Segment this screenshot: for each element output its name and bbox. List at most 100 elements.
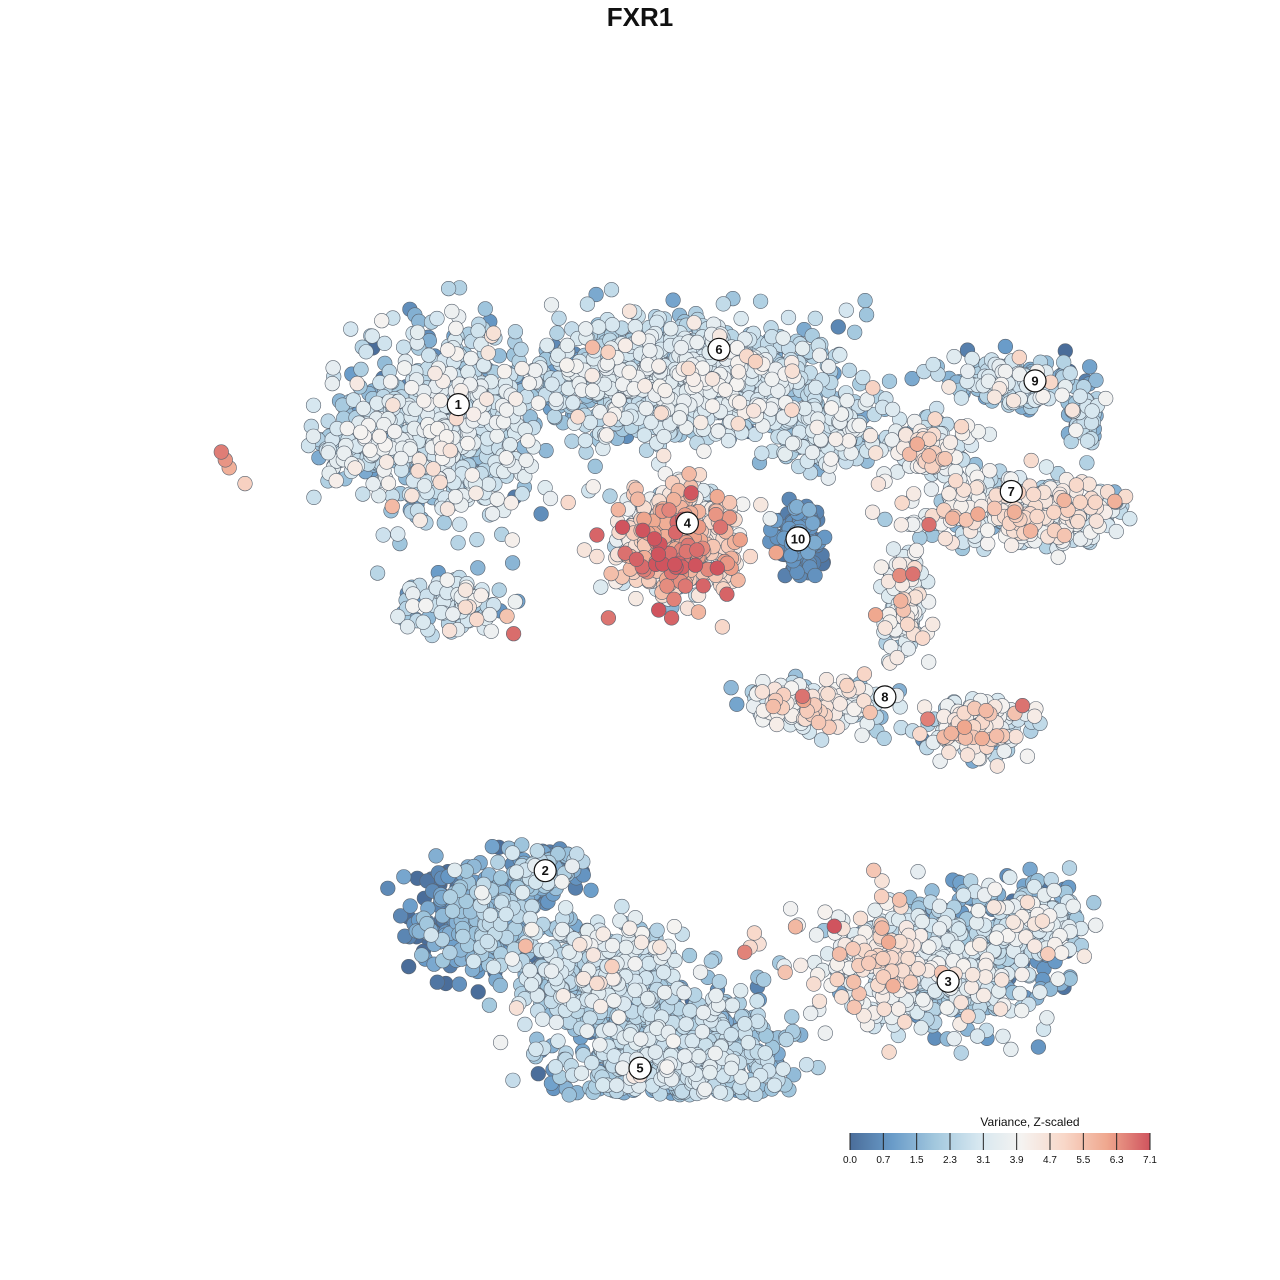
data-point (678, 1016, 694, 1032)
data-point (1122, 511, 1138, 527)
data-point (423, 927, 439, 943)
data-point (602, 488, 618, 504)
data-point (757, 1045, 773, 1061)
data-point (528, 1041, 544, 1057)
data-point (789, 499, 805, 515)
data-point (370, 565, 386, 581)
data-point (969, 1028, 986, 1044)
data-point (798, 1057, 815, 1073)
data-point (595, 1077, 611, 1093)
data-point (490, 854, 506, 870)
data-point (393, 908, 409, 924)
data-point (1079, 433, 1096, 449)
data-point (561, 1087, 577, 1103)
data-point (1030, 1039, 1046, 1055)
data-point (539, 337, 555, 353)
data-point (504, 845, 521, 861)
data-point (841, 362, 858, 379)
data-point (396, 339, 412, 355)
data-point (546, 409, 563, 425)
data-point (636, 427, 653, 443)
data-point (538, 443, 554, 459)
data-point (912, 530, 928, 546)
data-point (450, 535, 466, 551)
data-point (421, 347, 437, 363)
data-point (504, 555, 521, 571)
data-point (550, 1033, 566, 1049)
data-point (508, 864, 525, 880)
data-point (343, 321, 359, 337)
data-point (807, 567, 823, 584)
data-point (470, 323, 486, 339)
data-point (414, 947, 430, 963)
data-point (1062, 365, 1078, 381)
chart-title: FXR1 (606, 2, 674, 32)
data-point (484, 838, 500, 855)
data-point (364, 328, 380, 344)
data-point (604, 317, 620, 333)
data-point (682, 1003, 698, 1019)
data-point (455, 928, 471, 945)
data-point (1038, 459, 1054, 475)
data-point (442, 944, 458, 961)
data-point (513, 341, 529, 358)
data-point (544, 376, 560, 392)
data-point (451, 976, 468, 992)
data-point (752, 293, 769, 309)
data-point (953, 1045, 969, 1061)
data-point (547, 1059, 564, 1075)
data-point (469, 531, 485, 548)
data-point (857, 293, 873, 309)
data-point (1061, 860, 1078, 876)
data-point (593, 579, 609, 595)
data-point (808, 379, 824, 396)
data-point (306, 489, 322, 506)
data-point (442, 889, 458, 905)
data-point (1086, 895, 1102, 911)
data-point (533, 506, 549, 522)
data-point (579, 296, 596, 312)
data-point (470, 984, 486, 1000)
data-point (881, 373, 898, 389)
data-point (847, 324, 863, 340)
data-point (517, 1016, 533, 1033)
data-point (723, 680, 739, 696)
data-point (801, 502, 817, 518)
data-point (441, 281, 457, 297)
data-point (749, 1013, 766, 1029)
data-point (498, 906, 514, 923)
data-point (479, 933, 495, 950)
data-point (564, 433, 580, 449)
data-point (778, 1031, 794, 1048)
data-point (775, 1061, 791, 1077)
data-point (1084, 403, 1100, 419)
data-point (1082, 359, 1098, 375)
data-point (830, 319, 846, 335)
data-point (477, 301, 493, 317)
data-point (588, 286, 604, 303)
data-point (876, 730, 892, 747)
data-point (904, 371, 920, 387)
data-point (997, 338, 1014, 355)
data-point (353, 361, 369, 378)
data-point (590, 319, 607, 335)
data-point (481, 997, 498, 1013)
data-point (715, 296, 731, 312)
data-point (1002, 869, 1018, 886)
data-point (481, 476, 497, 492)
data-point (953, 390, 970, 406)
data-point (703, 953, 719, 969)
data-point (429, 974, 445, 990)
data-point (614, 898, 630, 915)
data-point (681, 947, 698, 964)
data-point (558, 900, 574, 916)
data-point (733, 311, 749, 327)
data-point (551, 310, 567, 326)
data-point (838, 302, 854, 318)
data-point (549, 325, 565, 341)
data-point (603, 282, 620, 298)
data-point (587, 458, 603, 475)
data-point (805, 515, 821, 531)
data-point (740, 1035, 756, 1051)
